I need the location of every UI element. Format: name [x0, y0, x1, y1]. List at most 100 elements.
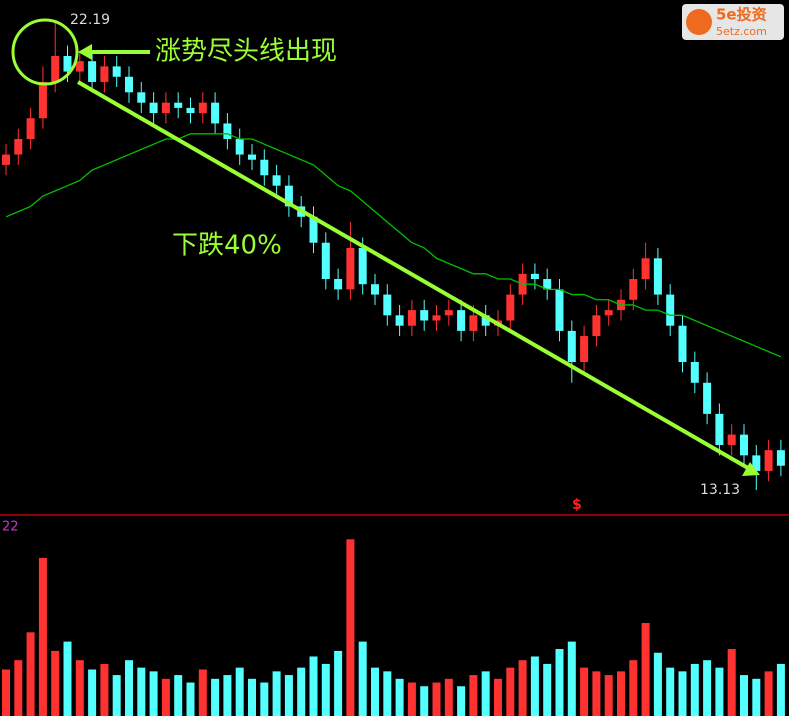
candle-body — [740, 434, 748, 456]
pointer-arrowhead — [78, 44, 92, 60]
candle-body — [161, 102, 170, 114]
volume-bar — [678, 671, 687, 716]
volume-bar — [284, 675, 293, 716]
volume-bar — [51, 650, 60, 716]
volume-bar — [321, 663, 330, 716]
candle-body — [149, 102, 158, 114]
volume-bar — [543, 663, 552, 716]
candle-body — [506, 294, 515, 321]
volume-bar — [149, 671, 158, 716]
volume-bar — [88, 669, 97, 716]
candle-body — [690, 362, 699, 383]
candle-body — [284, 185, 293, 207]
candle-body — [653, 258, 662, 295]
candle-body — [100, 66, 109, 82]
candle-body — [235, 138, 244, 155]
candle-body — [580, 336, 589, 363]
candle-body — [112, 66, 121, 77]
volume-bar — [260, 682, 269, 716]
volume-bar — [764, 671, 773, 716]
candle-body — [334, 279, 343, 290]
logo-site: 5etz.com — [716, 25, 767, 38]
volume-bar — [653, 652, 662, 716]
volume-bar — [248, 678, 256, 716]
candle-body — [764, 450, 773, 471]
candle-body — [395, 315, 404, 326]
volume-bar — [740, 675, 748, 716]
candle-body — [198, 102, 207, 114]
volume-bar — [580, 667, 589, 716]
candle-body — [63, 56, 72, 72]
candle-body — [407, 310, 416, 326]
low-label: 13.13 — [700, 482, 740, 498]
candle-body — [75, 61, 84, 72]
candle-body — [666, 294, 675, 326]
volume-bar — [604, 675, 613, 716]
volume-bar — [272, 671, 281, 716]
candle-body — [309, 216, 318, 243]
volume-bar — [629, 660, 638, 716]
candle-body — [703, 382, 712, 414]
candle-body — [272, 175, 281, 186]
volume-bar — [161, 678, 170, 716]
candle-body — [592, 315, 601, 337]
candle-body — [125, 76, 133, 93]
candle-body — [752, 455, 761, 471]
volume-bar — [641, 623, 650, 716]
volume-bar — [518, 660, 527, 716]
volume-bar — [617, 671, 625, 716]
candle-body — [14, 138, 23, 155]
candle-body — [469, 315, 478, 331]
candle-body — [88, 61, 97, 82]
volume-bar — [727, 649, 736, 716]
candle-body — [678, 325, 687, 363]
volume-bar — [506, 667, 515, 716]
volume-bar — [174, 675, 183, 716]
volume-bar — [100, 663, 109, 716]
volume-bar — [223, 675, 232, 716]
volume-bar — [346, 539, 355, 716]
candle-body — [420, 310, 429, 321]
candle-body — [321, 242, 330, 280]
annotation: 涨势尽头线出现 — [155, 37, 337, 67]
candle-body — [530, 273, 539, 280]
volume-bar — [555, 649, 564, 716]
candle-body — [641, 258, 650, 280]
volume-bar — [690, 663, 699, 716]
volume-bar — [420, 686, 429, 716]
candle-body — [248, 154, 256, 160]
high-label: 22.19 — [70, 12, 110, 28]
volume-bar — [752, 678, 761, 716]
candle-body — [211, 102, 220, 124]
volume-bar — [26, 632, 35, 716]
logo-icon — [686, 9, 712, 35]
candle-body — [604, 310, 613, 316]
volume-bar — [358, 641, 367, 716]
trend-arrowhead — [742, 462, 760, 476]
candle-body — [2, 154, 10, 165]
candle-body — [358, 247, 367, 285]
candle-body — [543, 279, 552, 290]
volume-bar — [38, 557, 47, 716]
volume-bar — [776, 663, 785, 716]
volume-bar — [457, 686, 466, 716]
candle-body — [346, 247, 355, 290]
volume-bar — [481, 671, 490, 716]
volume-bar — [14, 660, 23, 716]
volume-bar — [407, 682, 416, 716]
volume-bar — [371, 667, 379, 716]
candle-body — [38, 81, 47, 119]
volume-bar — [297, 667, 306, 716]
highlight-circle — [11, 18, 79, 86]
volume-bar — [432, 682, 441, 716]
volume-bar — [75, 660, 84, 716]
volume-bar — [125, 660, 133, 716]
marker: $ — [572, 497, 582, 513]
candle-body — [174, 102, 183, 108]
volume-bar — [703, 660, 712, 716]
volume-bar — [186, 682, 195, 716]
volume-label: 22 — [2, 520, 19, 535]
volume-bar — [469, 675, 478, 716]
